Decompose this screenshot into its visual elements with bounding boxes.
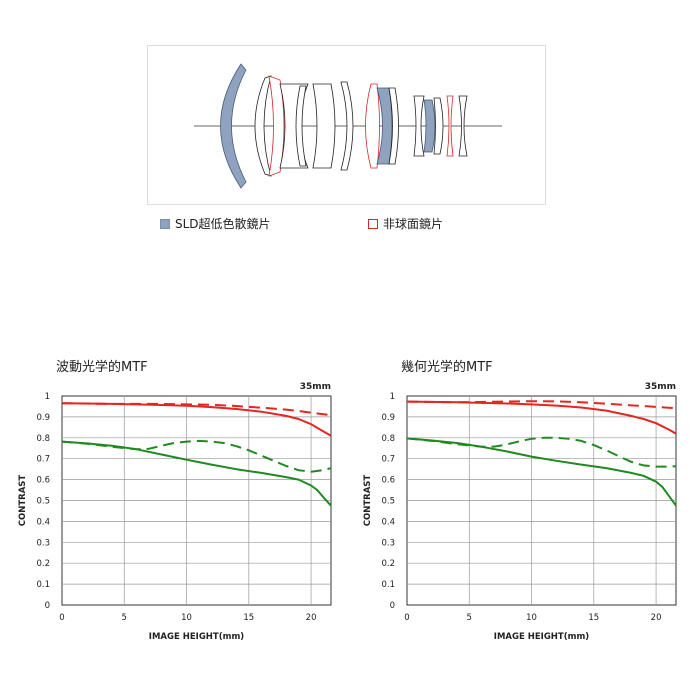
lens-diagram	[147, 45, 546, 205]
x-tick-label: 5	[467, 613, 472, 623]
legend-aspherical-label: 非球面鏡片	[383, 217, 444, 231]
mtf-chart-geometric-svg: 幾何光学的MTF 35mm 0 0.1 0.2 0.3 0.4 0.5 0.6 0.7 0.8 0.9…	[363, 359, 677, 642]
y-tick-label: 0.7	[36, 455, 50, 465]
focal-length-label: 35mm	[645, 382, 676, 392]
mtf-chart-wave: 波動光学的MTF 35mm 0 0.1 0.2 0.3 0.4 0.5 0.6 0.7 0.8 0.9…	[0, 352, 340, 652]
y-tick-label: 0.7	[381, 455, 395, 465]
x-tick-label: 0	[59, 613, 64, 623]
y-tick-label: 1	[45, 392, 50, 402]
chart-title: 幾何光学的MTF	[401, 359, 493, 375]
y-tick-label: 0	[390, 601, 395, 611]
x-tick-label: 15	[243, 613, 254, 623]
series-line-3	[61, 439, 332, 473]
series-line-1	[406, 400, 677, 410]
x-tick-label: 0	[404, 613, 409, 623]
x-tick-label: 15	[588, 613, 599, 623]
y-tick-label: 0.6	[36, 476, 50, 486]
mtf-chart-geometric: 幾何光学的MTF 35mm 0 0.1 0.2 0.3 0.4 0.5 0.6 0.7 0.8 0.9…	[345, 352, 685, 652]
series-line-1	[61, 402, 332, 417]
y-tick-label: 0.6	[381, 476, 395, 486]
x-axis-label: IMAGE HEIGHT(mm)	[494, 632, 590, 642]
legend-aspherical: 非球面鏡片	[368, 216, 443, 232]
y-tick-label: 0.4	[36, 517, 50, 527]
y-tick-label: 0.3	[36, 538, 50, 548]
series-line-3	[406, 436, 677, 468]
series-line-0	[61, 402, 332, 437]
x-tick-label: 20	[651, 613, 662, 623]
legend-sld-label: SLD超低色散鏡片	[175, 217, 271, 231]
y-tick-label: 1	[390, 392, 395, 402]
y-tick-label: 0.2	[36, 559, 50, 569]
y-tick-label: 0.9	[381, 413, 395, 423]
x-axis-label: IMAGE HEIGHT(mm)	[149, 632, 245, 642]
mtf-chart-wave-svg: 波動光学的MTF 35mm 0 0.1 0.2 0.3 0.4 0.5 0.6 0.7 0.8 0.9…	[18, 359, 332, 642]
x-tick-label: 10	[181, 613, 192, 623]
series-line-2	[61, 440, 332, 507]
sld-swatch-icon	[160, 219, 170, 229]
y-tick-label: 0.5	[381, 497, 395, 507]
y-tick-label: 0	[45, 601, 50, 611]
y-tick-label: 0.8	[381, 434, 395, 444]
y-tick-label: 0.5	[36, 497, 50, 507]
x-tick-label: 10	[526, 613, 537, 623]
y-tick-label: 0.8	[36, 434, 50, 444]
lens-cross-section-icon	[194, 63, 502, 189]
y-axis-label: CONTRAST	[18, 475, 28, 527]
aspherical-swatch-icon	[368, 219, 378, 229]
y-tick-label: 0.1	[381, 580, 395, 590]
y-tick-label: 0.3	[381, 538, 395, 548]
y-axis-label: CONTRAST	[363, 475, 373, 527]
y-tick-label: 0.2	[381, 559, 395, 569]
x-tick-label: 5	[122, 613, 127, 623]
y-tick-label: 0.9	[36, 413, 50, 423]
chart-title: 波動光学的MTF	[56, 359, 148, 375]
legend-sld: SLD超低色散鏡片	[160, 216, 271, 232]
focal-length-label: 35mm	[300, 382, 331, 392]
x-tick-label: 20	[306, 613, 317, 623]
y-tick-label: 0.4	[381, 517, 395, 527]
series-line-2	[406, 437, 677, 507]
y-tick-label: 0.1	[36, 580, 50, 590]
